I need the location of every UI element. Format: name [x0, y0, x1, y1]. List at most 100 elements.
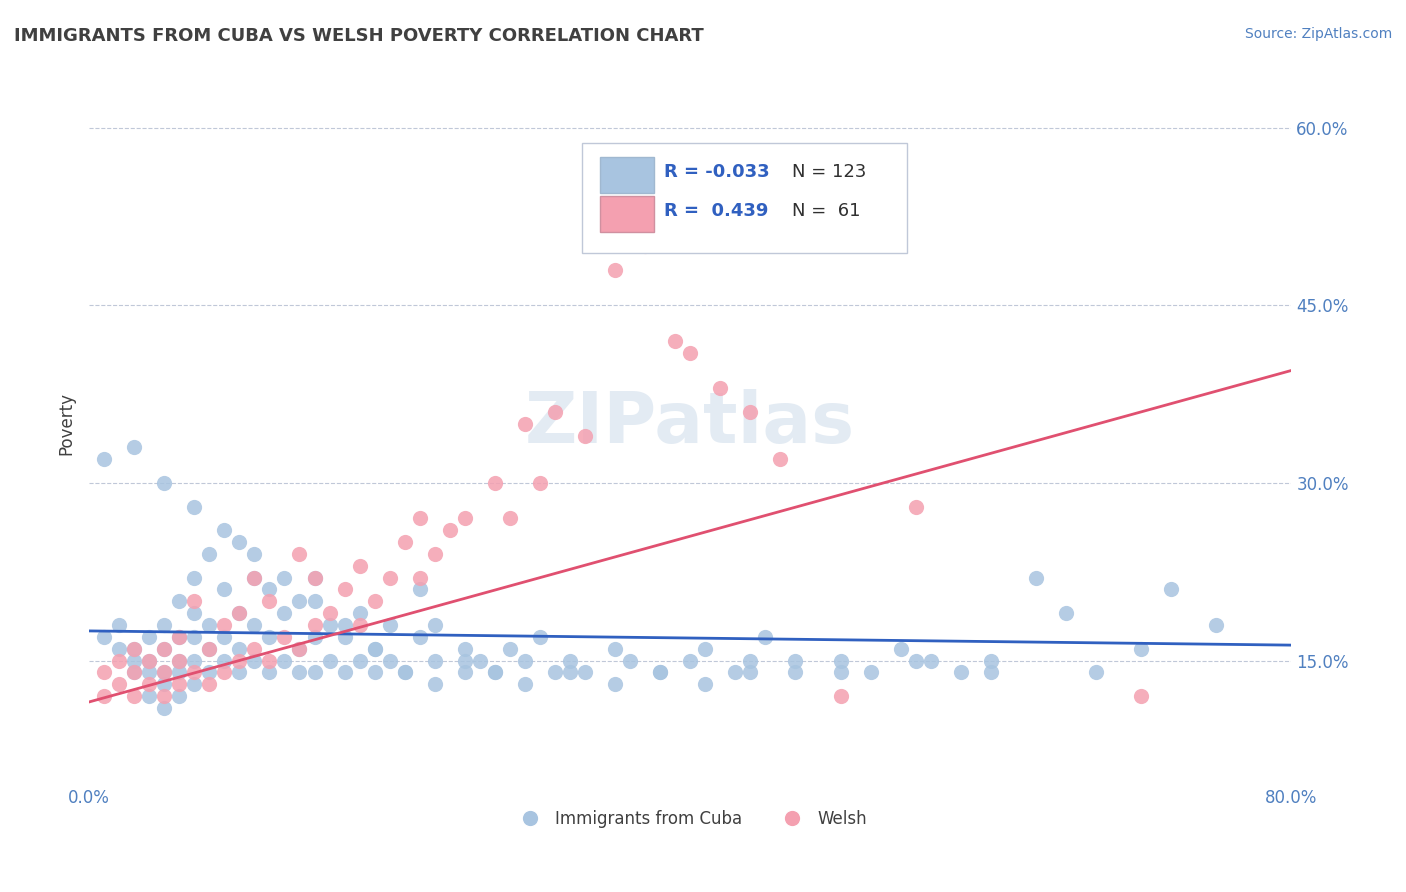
Point: [198, 641, 221, 656]
Point: [499, 641, 522, 656]
Point: [108, 618, 131, 632]
Point: [243, 618, 266, 632]
Point: [138, 665, 160, 680]
Point: [664, 334, 686, 348]
Point: [153, 641, 176, 656]
Point: [603, 641, 626, 656]
Point: [214, 618, 236, 632]
Point: [830, 665, 852, 680]
Point: [363, 641, 385, 656]
Point: [785, 665, 807, 680]
Point: [273, 630, 295, 644]
Point: [349, 558, 371, 573]
Point: [198, 618, 221, 632]
Point: [394, 665, 416, 680]
Point: [423, 677, 446, 691]
Point: [153, 641, 176, 656]
Point: [228, 641, 250, 656]
Point: [409, 511, 432, 525]
Point: [304, 571, 326, 585]
Point: [198, 677, 221, 691]
Point: [183, 653, 205, 667]
Point: [724, 665, 747, 680]
Point: [513, 677, 536, 691]
Point: [769, 452, 792, 467]
Point: [138, 653, 160, 667]
Point: [349, 653, 371, 667]
Point: [454, 641, 477, 656]
Point: [333, 665, 356, 680]
Point: [243, 641, 266, 656]
Point: [183, 500, 205, 514]
Point: [650, 665, 672, 680]
Point: [273, 653, 295, 667]
Point: [167, 677, 190, 691]
Point: [122, 641, 145, 656]
Point: [859, 665, 882, 680]
Point: [228, 606, 250, 620]
Point: [394, 535, 416, 549]
FancyBboxPatch shape: [582, 143, 907, 253]
Point: [122, 441, 145, 455]
Point: [409, 582, 432, 597]
Point: [167, 665, 190, 680]
Point: [409, 571, 432, 585]
Point: [1130, 689, 1153, 703]
Point: [122, 689, 145, 703]
Point: [122, 665, 145, 680]
Point: [904, 500, 927, 514]
Point: [122, 665, 145, 680]
Point: [259, 582, 281, 597]
Point: [634, 239, 657, 253]
Point: [183, 594, 205, 608]
Point: [259, 594, 281, 608]
Point: [183, 665, 205, 680]
Point: [122, 641, 145, 656]
Point: [273, 606, 295, 620]
Point: [603, 677, 626, 691]
Point: [318, 618, 340, 632]
Point: [153, 618, 176, 632]
Point: [544, 405, 567, 419]
Point: [214, 665, 236, 680]
Point: [484, 475, 506, 490]
Point: [454, 653, 477, 667]
Point: [108, 653, 131, 667]
Text: N = 123: N = 123: [793, 162, 868, 180]
Text: N =  61: N = 61: [793, 202, 860, 219]
Point: [153, 701, 176, 715]
Point: [740, 405, 762, 419]
Point: [138, 630, 160, 644]
Point: [259, 665, 281, 680]
Point: [228, 606, 250, 620]
Point: [333, 618, 356, 632]
Point: [153, 475, 176, 490]
Point: [363, 594, 385, 608]
Point: [167, 689, 190, 703]
Point: [288, 594, 311, 608]
Point: [138, 689, 160, 703]
Point: [650, 156, 672, 170]
Point: [183, 606, 205, 620]
Point: [288, 665, 311, 680]
Point: [93, 630, 115, 644]
Point: [243, 547, 266, 561]
Point: [318, 653, 340, 667]
Point: [288, 641, 311, 656]
Point: [167, 653, 190, 667]
Point: [93, 665, 115, 680]
Point: [890, 641, 912, 656]
Point: [198, 547, 221, 561]
Text: R =  0.439: R = 0.439: [664, 202, 768, 219]
Point: [513, 653, 536, 667]
Point: [214, 582, 236, 597]
Point: [214, 523, 236, 537]
Point: [830, 689, 852, 703]
Point: [394, 665, 416, 680]
Point: [228, 535, 250, 549]
Point: [830, 653, 852, 667]
Point: [709, 381, 731, 395]
Point: [1205, 618, 1227, 632]
Point: [1025, 571, 1047, 585]
Point: [695, 641, 717, 656]
